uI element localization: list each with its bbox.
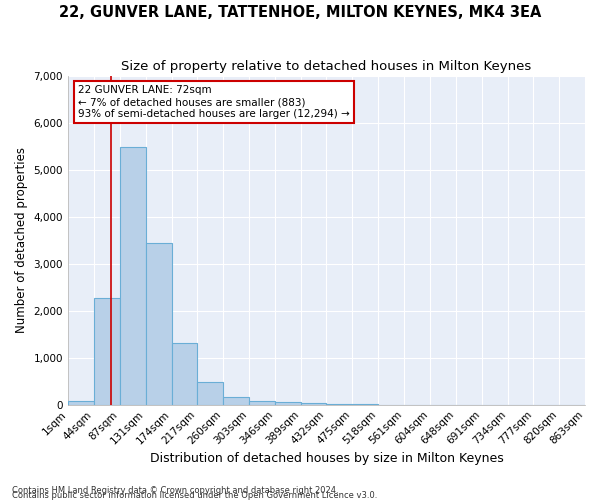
Bar: [119, 147, 146, 405]
Bar: [172, 343, 197, 404]
Text: Contains HM Land Registry data © Crown copyright and database right 2024.: Contains HM Land Registry data © Crown c…: [12, 486, 338, 495]
Bar: [146, 243, 172, 404]
Y-axis label: Number of detached properties: Number of detached properties: [15, 147, 28, 333]
Bar: [249, 401, 275, 404]
Title: Size of property relative to detached houses in Milton Keynes: Size of property relative to detached ho…: [121, 60, 532, 73]
Text: 22, GUNVER LANE, TATTENHOE, MILTON KEYNES, MK4 3EA: 22, GUNVER LANE, TATTENHOE, MILTON KEYNE…: [59, 5, 541, 20]
Text: Contains public sector information licensed under the Open Government Licence v3: Contains public sector information licen…: [12, 491, 377, 500]
Bar: [94, 298, 119, 405]
Bar: [275, 402, 301, 404]
X-axis label: Distribution of detached houses by size in Milton Keynes: Distribution of detached houses by size …: [149, 452, 503, 465]
Bar: [223, 397, 249, 404]
Bar: [68, 401, 94, 404]
Text: 22 GUNVER LANE: 72sqm
← 7% of detached houses are smaller (883)
93% of semi-deta: 22 GUNVER LANE: 72sqm ← 7% of detached h…: [78, 86, 350, 118]
Bar: [197, 382, 223, 404]
